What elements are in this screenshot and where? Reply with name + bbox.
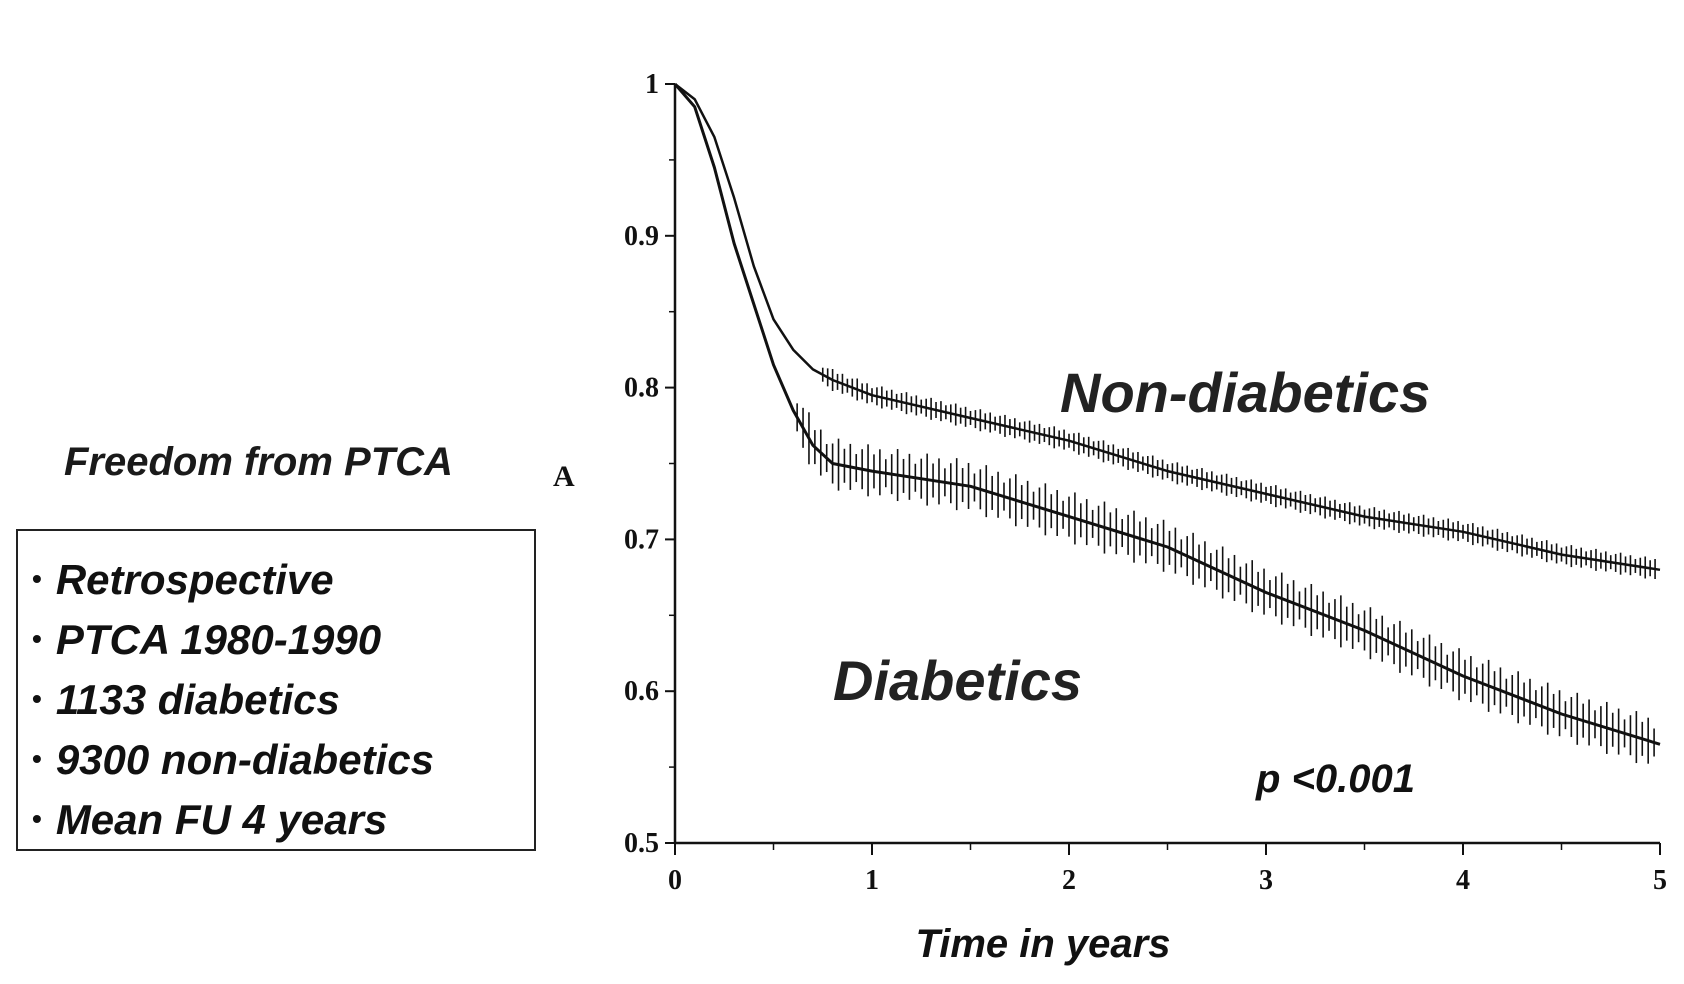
y-tick-label: 1	[645, 69, 659, 100]
x-axis-title: Time in years	[916, 922, 1171, 966]
x-tick-label: 3	[1259, 865, 1273, 896]
bullet: •	[32, 563, 42, 594]
info-item: • Mean FU 4 years	[32, 789, 534, 849]
bullet: •	[32, 743, 42, 774]
series-label-diabetics: Diabetics	[833, 649, 1082, 712]
x-tick-label: 1	[865, 865, 879, 896]
info-list: • Retrospective • PTCA 1980-1990 • 1133 dia…	[32, 549, 534, 849]
y-tick-label: 0.9	[624, 221, 659, 252]
p-value-annotation: p <0.001	[1255, 757, 1415, 801]
series-label-non-diabetics: Non-diabetics	[1060, 361, 1430, 424]
y-tick-label: 0.8	[624, 373, 659, 404]
x-tick-label: 5	[1653, 865, 1667, 896]
info-item-text: Retrospective	[55, 556, 334, 603]
info-box: • Retrospective • PTCA 1980-1990 • 1133 dia…	[16, 529, 536, 851]
chart-series	[673, 83, 1661, 764]
info-item: • PTCA 1980-1990	[32, 609, 534, 669]
x-tick-label: 0	[668, 865, 682, 896]
chart-labels: Non-diabetics Diabetics p <0.001 A Time …	[553, 361, 1430, 966]
info-item-text: Mean FU 4 years	[55, 796, 388, 843]
bullet: •	[32, 623, 42, 654]
chart-axes: 0.5 0.6 0.7 0.8 0.9 1 0 1 2 3 4 5	[624, 69, 1667, 896]
series-line-non-diabetics	[674, 83, 1661, 572]
y-tick-label: 0.7	[624, 524, 659, 555]
bullet: •	[32, 683, 42, 714]
info-item-text: 1133 diabetics	[55, 676, 340, 723]
panel-label: A	[553, 460, 575, 493]
series-line-diabetics	[673, 83, 1661, 746]
x-tick-label: 4	[1456, 865, 1470, 896]
info-item: • Retrospective	[32, 549, 534, 609]
bullet: •	[32, 803, 42, 834]
info-item: • 1133 diabetics	[32, 669, 534, 729]
y-tick-label: 0.6	[624, 676, 659, 707]
info-item: • 9300 non-diabetics	[32, 729, 534, 789]
y-tick-label: 0.5	[624, 828, 659, 859]
x-tick-label: 2	[1062, 865, 1076, 896]
info-item-text: PTCA 1980-1990	[55, 616, 382, 663]
info-item-text: 9300 non-diabetics	[55, 736, 434, 783]
side-title: Freedom from PTCA	[64, 440, 453, 484]
